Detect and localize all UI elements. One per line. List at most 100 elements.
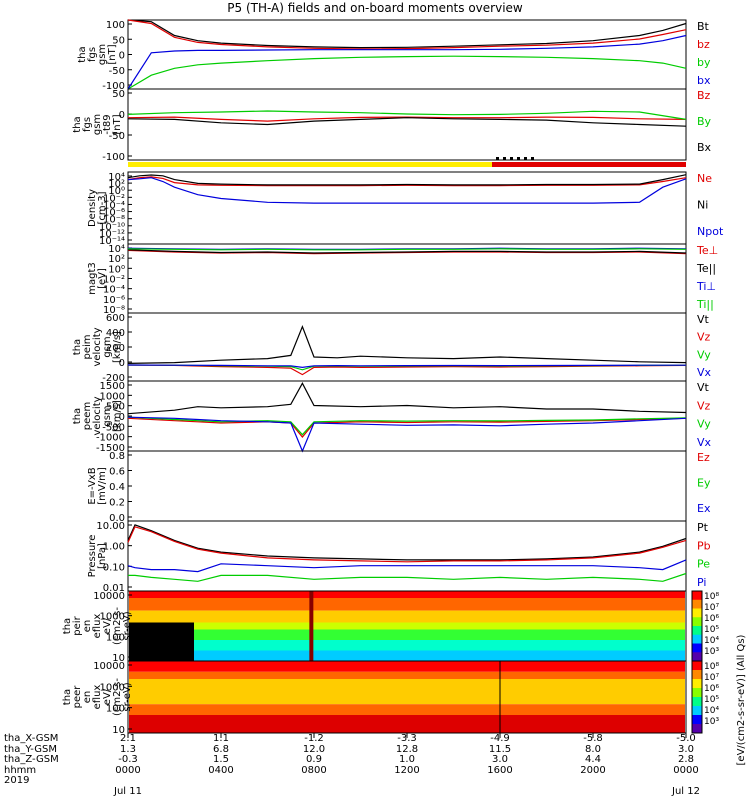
y-tick-label: 10⁻¹² bbox=[99, 229, 125, 240]
panel-frame-temperature bbox=[127, 243, 687, 314]
series-line-density bbox=[127, 174, 687, 186]
y-axis-label: [eV] bbox=[97, 268, 108, 289]
legend-entry: Te|| bbox=[696, 262, 716, 275]
series-line-density bbox=[127, 176, 687, 187]
y-axis-label: -t89 bbox=[102, 114, 113, 134]
x-row-label: tha_Z-GSM bbox=[4, 754, 59, 765]
y-tick-label: 10⁻² bbox=[103, 193, 125, 204]
spectrogram-band bbox=[129, 640, 685, 651]
y-axis-label: [km/s] bbox=[112, 331, 123, 363]
colorbar-swatch bbox=[692, 670, 702, 680]
colorbar-tick-label: 10³ bbox=[704, 647, 719, 657]
y-axis-label: (cm2-s- bbox=[112, 678, 123, 716]
series-line-peem_velocity bbox=[127, 382, 687, 415]
colorbar-swatch bbox=[692, 599, 702, 609]
x-tick-label: 2.8 bbox=[678, 754, 694, 765]
series-line-pressure bbox=[127, 559, 687, 573]
y-tick-label: 1.00 bbox=[103, 542, 125, 553]
y-axis-label: en bbox=[82, 691, 93, 704]
panel-frame-density bbox=[127, 171, 687, 245]
y-axis-label: tha bbox=[62, 689, 73, 705]
series-line-fgs_gsm bbox=[127, 19, 687, 50]
y-tick-label: 10000 bbox=[93, 661, 125, 672]
mode-bar-slow bbox=[128, 162, 492, 167]
legend-entry: Ni bbox=[697, 198, 708, 211]
legend-entry: Vz bbox=[697, 331, 711, 344]
panel-frame-e_field bbox=[127, 450, 687, 522]
y-axis-label: velocity bbox=[92, 396, 103, 435]
spectrogram-band bbox=[129, 591, 685, 598]
y-tick-label: -50 bbox=[109, 131, 125, 142]
x-row-label: tha_X-GSM bbox=[4, 733, 58, 744]
y-tick-label: -100 bbox=[102, 81, 125, 92]
y-axis-label: en bbox=[82, 620, 93, 633]
y-axis-label: gsm bbox=[92, 114, 103, 135]
y-tick-label: -200 bbox=[102, 373, 125, 384]
x-tick-label: 0.9 bbox=[306, 754, 322, 765]
colorbar-swatch bbox=[692, 706, 702, 716]
legend-entry: Bx bbox=[697, 141, 712, 154]
y-axis-label: fgs bbox=[82, 117, 93, 132]
spectrogram-band bbox=[129, 622, 685, 630]
y-tick-label: 10 bbox=[112, 653, 125, 664]
y-tick-label: -500 bbox=[102, 422, 125, 433]
x-tick-label: 11.5 bbox=[489, 744, 511, 755]
spectrogram-band bbox=[129, 598, 685, 611]
y-tick-label: 0 bbox=[119, 358, 125, 369]
y-axis-label: fgs bbox=[87, 47, 98, 62]
legend-entry: Vy bbox=[697, 348, 711, 361]
x-tick-label: 0400 bbox=[208, 765, 233, 776]
panel-frame-fgs_gsm_t89 bbox=[127, 88, 687, 161]
y-tick-label: 10.00 bbox=[96, 521, 125, 532]
y-tick-label: 10⁻⁴ bbox=[103, 285, 125, 296]
y-axis-label: peim bbox=[82, 334, 93, 359]
series-line-fgs_gsm bbox=[127, 34, 687, 90]
colorbar-tick-label: 10⁸ bbox=[704, 662, 719, 672]
y-axis-label: (cm2-s- bbox=[112, 607, 123, 645]
mode-bar-tick bbox=[524, 157, 527, 160]
y-axis-label: velocity bbox=[92, 327, 103, 366]
series-line-fgs_gsm_t89 bbox=[127, 117, 687, 127]
x-row-label: 2019 bbox=[4, 775, 29, 786]
series-line-density bbox=[127, 177, 687, 204]
series-line-peem_velocity bbox=[127, 416, 687, 453]
y-tick-label: 10⁰ bbox=[108, 186, 125, 197]
y-tick-label: 10⁻⁶ bbox=[103, 208, 125, 219]
spectrogram-band bbox=[129, 671, 685, 679]
x-tick-label: -3.3 bbox=[397, 733, 417, 744]
y-tick-label: 10⁰ bbox=[108, 264, 125, 275]
series-line-peim_velocity bbox=[127, 364, 686, 369]
colorbar-swatch bbox=[692, 652, 702, 662]
y-tick-label: 200 bbox=[106, 343, 125, 354]
legend-entry: Te⊥ bbox=[696, 244, 718, 257]
legend-entry: Ti⊥ bbox=[696, 280, 716, 293]
x-tick-label: 4.4 bbox=[585, 754, 601, 765]
x-tick-label: -0.3 bbox=[118, 754, 138, 765]
y-tick-label: -50 bbox=[109, 66, 125, 77]
series-line-peem_velocity bbox=[127, 416, 687, 436]
y-tick-label: -100 bbox=[102, 152, 125, 163]
y-axis-label: eV/ bbox=[102, 688, 113, 705]
x-row-label: hhmm bbox=[4, 765, 36, 776]
legend-entry: Vt bbox=[697, 313, 710, 326]
y-tick-label: 0 bbox=[119, 51, 125, 62]
series-line-temperature bbox=[127, 248, 687, 251]
colorbar-tick-label: 10⁴ bbox=[704, 706, 719, 716]
legend-entry: Pb bbox=[697, 539, 711, 552]
y-axis-label: tha bbox=[77, 46, 88, 62]
y-tick-label: 10 bbox=[112, 725, 125, 736]
x-tick-label: 3.0 bbox=[678, 744, 694, 755]
y-tick-label: 10⁻⁸ bbox=[103, 215, 125, 226]
legend-entry: bz bbox=[697, 38, 710, 51]
x-tick-label: -1.2 bbox=[304, 733, 324, 744]
colorbar-swatch bbox=[692, 591, 702, 601]
y-axis-label: eflux bbox=[92, 614, 103, 639]
colorbar-swatch bbox=[692, 626, 702, 636]
legend-entry: Vz bbox=[697, 399, 711, 412]
y-tick-label: 1500 bbox=[100, 381, 125, 392]
colorbar-tick-label: 10⁶ bbox=[704, 614, 719, 624]
mode-bar-tick bbox=[503, 157, 506, 160]
y-axis-label: peem bbox=[82, 402, 93, 430]
legend-entry: Vx bbox=[697, 366, 712, 379]
y-tick-label: 1000 bbox=[100, 612, 125, 623]
